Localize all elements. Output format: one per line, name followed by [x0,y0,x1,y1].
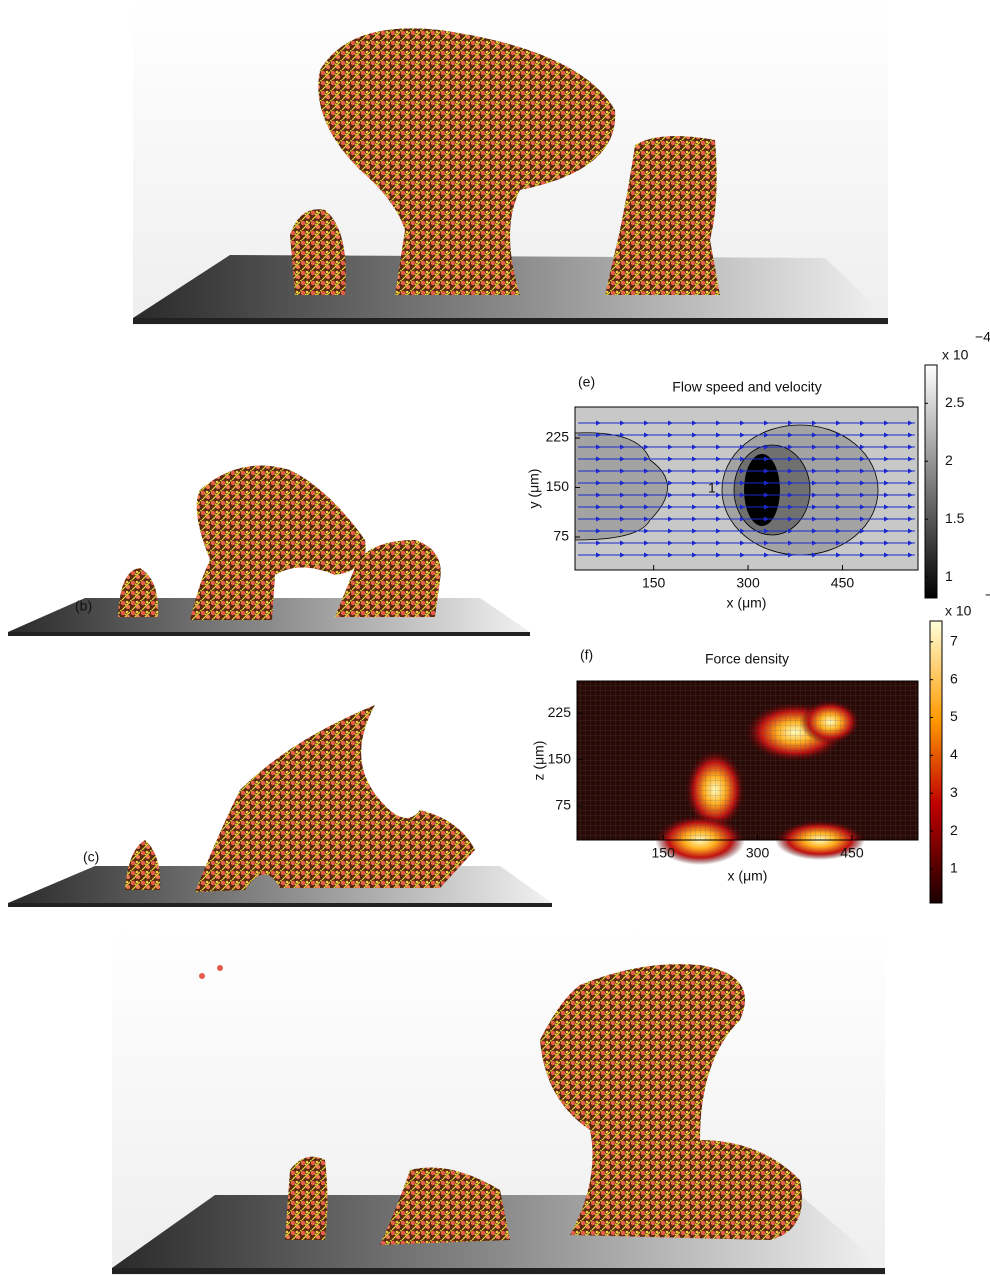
colorbar-multiplier: x 10 [942,347,969,363]
colorbar-tick-label: 4 [950,746,958,762]
colorbar-multiplier: x 10 [945,603,972,619]
colorbar-exponent: −4 [975,329,990,345]
x-tick-label: 450 [840,845,864,861]
colorbar-tick-label: 2 [945,452,953,468]
colorbar-tick-label: 7 [950,633,958,649]
colorbar [930,621,942,903]
colorbar-tick-label: 1 [950,860,958,876]
x-axis-label: x (μm) [728,868,768,884]
figure: (b) (c) Flow speed and velocity (e) x (μm) y … [0,0,990,1275]
chart-title: Force density [705,651,789,667]
panel-label: (e) [578,374,595,390]
x-tick-label: 300 [746,845,770,861]
colorbar-exponent: −4 [985,587,990,603]
colorbar-tick-label: 6 [950,670,958,686]
y-axis-label: y (μm) [526,469,542,509]
y-tick-label: 75 [555,797,571,813]
colorbar-tick-label: 1 [945,568,953,584]
render-d [112,928,885,1275]
force-field [577,681,918,865]
render-a [133,0,888,325]
colorbar-tick-label: 5 [950,708,958,724]
flow-field [575,407,918,570]
panel-label: (b) [75,598,92,614]
panel-label: (c) [83,849,99,865]
x-tick-label: 150 [642,575,666,591]
x-tick-label: 450 [831,575,855,591]
x-tick-label: 300 [736,575,760,591]
panel-label: (f) [580,647,593,663]
colorbar [925,365,937,598]
x-axis-label: x (μm) [727,595,767,611]
y-tick-label: 150 [546,478,570,494]
colorbar-tick-label: 3 [950,784,958,800]
y-tick-label: 150 [548,750,572,766]
chart-title: Flow speed and velocity [672,379,821,395]
colorbar-tick-label: 2.5 [945,394,965,410]
page: (b) (c) Flow speed and velocity (e) x (μm) y … [0,0,990,1275]
y-axis-label: z (μm) [531,741,547,781]
contour-label: 1 [708,480,716,496]
y-tick-label: 225 [546,429,570,445]
render-c [8,705,552,907]
y-tick-label: 75 [553,528,569,544]
colorbar-tick-label: 2 [950,822,958,838]
colorbar-tick-label: 1.5 [945,510,965,526]
x-tick-label: 150 [652,845,676,861]
y-tick-label: 225 [548,704,572,720]
